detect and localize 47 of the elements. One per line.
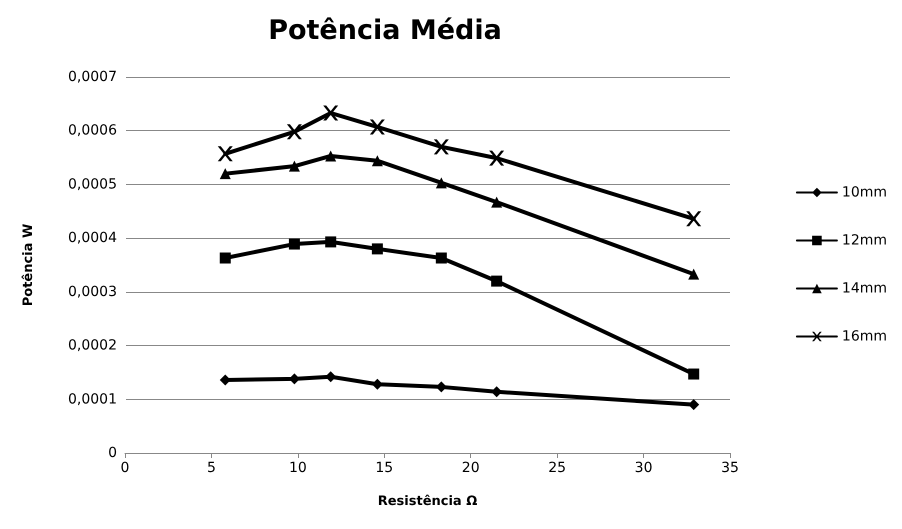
point <box>286 124 302 140</box>
point <box>370 119 385 134</box>
point <box>323 105 338 120</box>
y-tick-label: 0,0004 <box>68 230 118 246</box>
point <box>491 386 502 398</box>
y-tick-label: 0,0007 <box>68 69 117 85</box>
point <box>489 150 504 166</box>
y-tick-label: 0,0005 <box>68 176 117 192</box>
point <box>220 252 231 264</box>
point <box>288 160 300 172</box>
point <box>436 177 447 188</box>
point <box>688 399 700 410</box>
chart-title: Potência Média <box>268 15 502 46</box>
x-tick-label: 0 <box>120 460 130 476</box>
y-tick-label: 0,0006 <box>68 122 118 139</box>
x-tick-label: 20 <box>462 460 480 476</box>
x-tick-label: 25 <box>548 460 566 476</box>
point <box>491 276 502 287</box>
y-tick-label: 0,0001 <box>68 391 117 408</box>
x-tick-label: 5 <box>206 460 216 476</box>
point <box>218 146 233 162</box>
point <box>434 139 449 154</box>
point <box>372 155 383 166</box>
legend-label: 16mm <box>842 328 888 344</box>
point <box>491 196 502 208</box>
point <box>325 150 336 162</box>
legend-label: 14mm <box>842 280 888 296</box>
point <box>686 211 702 226</box>
point <box>325 236 336 248</box>
y-tick-label: 0 <box>108 445 117 461</box>
x-tick-label: 10 <box>288 460 307 476</box>
x-axis-title: Resistência Ω <box>378 494 478 509</box>
point <box>688 268 700 280</box>
x-tick-label: 15 <box>375 460 394 476</box>
y-tick-label: 0,0003 <box>68 284 117 300</box>
y-tick-label: 0,0002 <box>68 338 117 354</box>
y-axis-title: Potência W <box>21 224 36 306</box>
point <box>372 378 383 390</box>
legend-label: 10mm <box>842 184 888 200</box>
point <box>288 238 300 250</box>
point <box>372 243 383 254</box>
point <box>436 252 447 264</box>
point <box>688 368 700 380</box>
x-tick-label: 30 <box>634 460 652 476</box>
legend-label: 12mm <box>842 232 888 248</box>
point <box>220 168 231 180</box>
x-tick-label: 35 <box>721 460 739 476</box>
